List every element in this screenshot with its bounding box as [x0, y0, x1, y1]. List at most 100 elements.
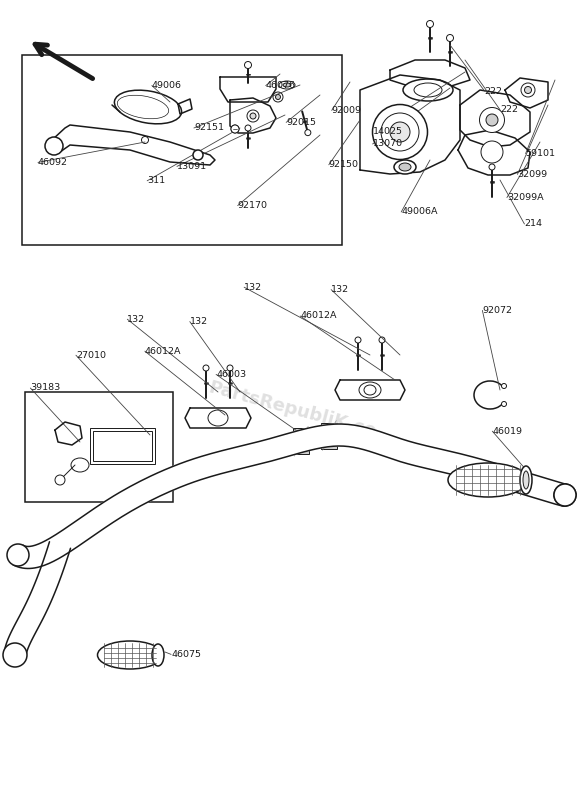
- Text: 46019: 46019: [492, 426, 522, 436]
- Ellipse shape: [279, 81, 295, 89]
- Text: 59101: 59101: [526, 149, 555, 158]
- Ellipse shape: [208, 410, 228, 426]
- Bar: [293, 428, 310, 454]
- Ellipse shape: [71, 458, 89, 472]
- Ellipse shape: [193, 150, 203, 160]
- Ellipse shape: [489, 164, 495, 170]
- Ellipse shape: [247, 110, 259, 122]
- Ellipse shape: [276, 94, 280, 99]
- Text: 46012A: 46012A: [145, 346, 181, 356]
- Polygon shape: [390, 60, 470, 88]
- Ellipse shape: [554, 484, 576, 506]
- Ellipse shape: [521, 83, 535, 97]
- Ellipse shape: [486, 114, 498, 126]
- Text: 39183: 39183: [30, 383, 61, 393]
- Text: PartsRepubliK.co: PartsRepubliK.co: [206, 379, 378, 441]
- Ellipse shape: [479, 107, 505, 133]
- Ellipse shape: [227, 365, 233, 371]
- Text: 222: 222: [500, 105, 518, 114]
- Polygon shape: [505, 78, 548, 108]
- Ellipse shape: [447, 34, 454, 42]
- Text: 132: 132: [331, 285, 349, 294]
- Ellipse shape: [394, 160, 416, 174]
- Ellipse shape: [245, 62, 252, 69]
- Ellipse shape: [203, 365, 209, 371]
- Ellipse shape: [355, 337, 361, 343]
- Polygon shape: [48, 125, 215, 165]
- Bar: [22, 55, 342, 245]
- Text: 92151: 92151: [194, 123, 224, 133]
- Polygon shape: [55, 422, 82, 445]
- Text: 132: 132: [127, 314, 145, 324]
- Ellipse shape: [399, 163, 411, 171]
- Ellipse shape: [45, 137, 63, 155]
- Ellipse shape: [98, 641, 162, 669]
- Text: 32099A: 32099A: [507, 193, 544, 202]
- Polygon shape: [360, 75, 460, 174]
- Text: 92015: 92015: [286, 118, 316, 127]
- Polygon shape: [13, 424, 576, 569]
- Ellipse shape: [359, 382, 381, 398]
- Text: 46075: 46075: [171, 650, 201, 659]
- Ellipse shape: [114, 90, 182, 124]
- Text: 46092: 46092: [38, 158, 68, 167]
- Ellipse shape: [414, 83, 442, 97]
- Text: 214: 214: [524, 219, 543, 229]
- Ellipse shape: [426, 21, 433, 27]
- Polygon shape: [220, 77, 276, 102]
- Ellipse shape: [523, 471, 529, 489]
- Text: 27010: 27010: [76, 350, 106, 360]
- Polygon shape: [335, 380, 405, 400]
- Text: 49006: 49006: [152, 81, 182, 90]
- Text: 132: 132: [190, 317, 208, 326]
- Text: 13070: 13070: [373, 139, 403, 149]
- Ellipse shape: [55, 475, 65, 485]
- Polygon shape: [4, 542, 71, 656]
- Bar: [321, 422, 338, 449]
- Ellipse shape: [231, 125, 239, 133]
- Ellipse shape: [7, 544, 29, 566]
- Ellipse shape: [502, 402, 506, 406]
- Ellipse shape: [390, 122, 410, 142]
- Text: 92072: 92072: [482, 306, 512, 315]
- Ellipse shape: [305, 130, 311, 136]
- Ellipse shape: [481, 141, 503, 163]
- Ellipse shape: [152, 644, 164, 666]
- Polygon shape: [458, 130, 530, 175]
- Ellipse shape: [283, 83, 291, 87]
- Ellipse shape: [379, 337, 385, 343]
- Ellipse shape: [231, 125, 239, 133]
- Text: 92150: 92150: [329, 160, 359, 170]
- Ellipse shape: [273, 92, 283, 102]
- Text: 46076: 46076: [266, 81, 296, 90]
- Ellipse shape: [3, 643, 27, 667]
- Bar: [90, 428, 155, 464]
- Ellipse shape: [141, 137, 148, 143]
- Text: 46012A: 46012A: [300, 311, 336, 321]
- Text: 32099: 32099: [517, 170, 548, 179]
- Ellipse shape: [520, 466, 532, 494]
- Text: 132: 132: [244, 282, 262, 292]
- Text: 46003: 46003: [216, 370, 246, 379]
- Polygon shape: [185, 408, 251, 428]
- Ellipse shape: [448, 463, 528, 497]
- Text: 13091: 13091: [177, 162, 207, 171]
- Text: 222: 222: [485, 86, 503, 96]
- Ellipse shape: [364, 385, 376, 395]
- Ellipse shape: [403, 79, 453, 101]
- Text: 92170: 92170: [238, 201, 267, 210]
- Ellipse shape: [381, 113, 419, 151]
- Ellipse shape: [250, 113, 256, 119]
- Text: 49006A: 49006A: [401, 207, 438, 217]
- Text: 14025: 14025: [373, 126, 402, 136]
- Ellipse shape: [502, 383, 506, 389]
- Text: 92009: 92009: [332, 106, 361, 115]
- Text: 311: 311: [147, 176, 165, 186]
- Polygon shape: [178, 99, 192, 114]
- Bar: [93, 431, 152, 461]
- Ellipse shape: [245, 125, 251, 131]
- Ellipse shape: [554, 484, 576, 506]
- Ellipse shape: [524, 86, 531, 94]
- Bar: [25, 392, 173, 502]
- Polygon shape: [460, 90, 530, 147]
